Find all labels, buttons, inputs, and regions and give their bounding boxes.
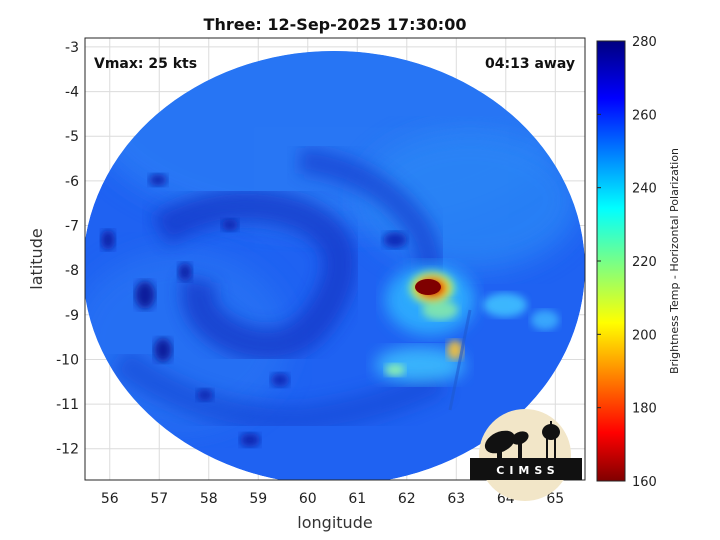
x-axis-label: longitude [297, 513, 372, 532]
x-tick-label: 58 [200, 491, 218, 507]
y-tick-label: -10 [56, 352, 79, 368]
x-tick-labels: 56 57 58 59 60 61 62 63 64 65 [101, 491, 564, 507]
colorbar-tick-label: 260 [632, 108, 657, 123]
logo-text: CIMSS [496, 464, 559, 477]
y-tick-label: -6 [65, 174, 79, 190]
y-tick-label: -11 [56, 397, 79, 413]
y-tick-label: -12 [56, 442, 79, 458]
y-tick-label: -7 [65, 219, 79, 235]
water-tower-icon [542, 421, 560, 460]
y-tick-label: -5 [65, 129, 79, 145]
colorbar-tick-label: 200 [632, 328, 657, 343]
x-tick-label: 61 [348, 491, 366, 507]
axes-frame [84, 37, 586, 481]
colorbar-tick-label: 160 [632, 475, 657, 490]
y-tick-label: -3 [65, 40, 79, 56]
vmax-annotation: Vmax: 25 kts [94, 56, 197, 72]
colorbar-tick-label: 220 [632, 255, 657, 270]
colorbar: 280 260 240 220 200 180 160 Brightness Temp - … [596, 35, 681, 490]
x-tick-label: 60 [299, 491, 317, 507]
y-tick-label: -4 [65, 85, 79, 101]
plot-title: Three: 12-Sep-2025 17:30:00 [204, 15, 467, 34]
satellite-dish-icon [484, 430, 529, 460]
deep-convection-cell [415, 279, 441, 295]
x-tick-label: 57 [150, 491, 168, 507]
x-tick-label: 59 [249, 491, 267, 507]
x-tick-label: 56 [101, 491, 119, 507]
y-tick-label: -8 [65, 263, 79, 279]
brightness-temp-swath [85, 51, 585, 480]
colorbar-tick-label: 180 [632, 402, 657, 417]
colorbar-tick-label: 240 [632, 182, 657, 197]
y-tick-labels: -3 -4 -5 -6 -7 -8 -9 -10 -11 -12 [56, 40, 79, 458]
colorbar-gradient [596, 40, 626, 482]
time-away-annotation: 04:13 away [485, 56, 575, 72]
x-tick-label: 63 [447, 491, 465, 507]
colorbar-tick-label: 280 [632, 35, 657, 50]
x-tick-label: 65 [546, 491, 564, 507]
colorbar-ticks: 280 260 240 220 200 180 160 [597, 35, 657, 490]
y-tick-label: -9 [65, 308, 79, 324]
x-tick-label: 62 [398, 491, 416, 507]
colorbar-label: Brightness Temp - Horizontal Polarizatio… [668, 148, 681, 374]
y-axis-label: latitude [27, 228, 46, 289]
cimss-logo: CIMSS [470, 409, 582, 501]
